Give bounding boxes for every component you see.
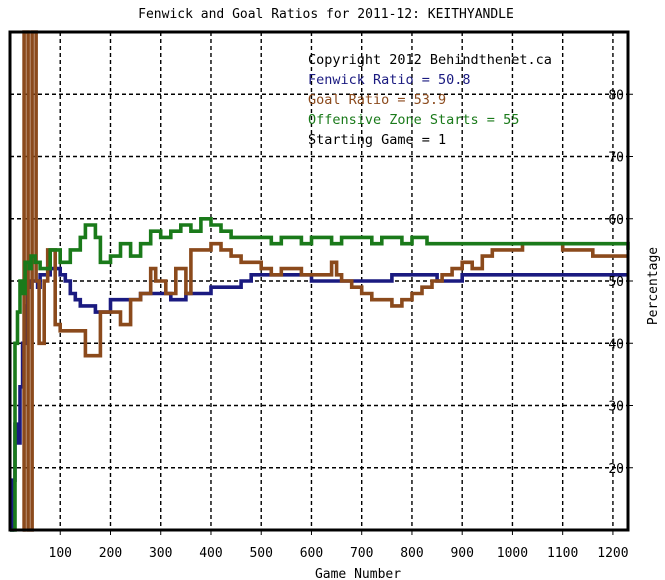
y-tick-label-2: 40 xyxy=(608,337,624,352)
annotation-1: Fenwick Ratio = 50.8 xyxy=(308,72,471,88)
chart-title: Fenwick and Goal Ratios for 2011-12: KEI… xyxy=(138,7,514,22)
x-tick-label-5: 600 xyxy=(300,546,323,561)
x-tick-label-4: 500 xyxy=(249,546,272,561)
x-tick-label-6: 700 xyxy=(350,546,373,561)
x-tick-label-10: 1100 xyxy=(547,546,578,561)
x-tick-label-7: 800 xyxy=(400,546,423,561)
series-layer xyxy=(10,30,630,532)
y-tick-label-0: 20 xyxy=(608,462,624,477)
annotation-3: Offensive Zone Starts = 55 xyxy=(308,112,519,128)
x-axis-label: Game Number xyxy=(315,567,401,580)
x-axis-ticks: 100 200 300 400 500 600 700 800 900 1000 1100 1200 xyxy=(49,530,629,561)
y-tick-label-6: 80 xyxy=(608,88,624,103)
annotations: Copyright 2012 Behindthenet.ca Fenwick Ra… xyxy=(308,52,552,148)
annotation-4: Starting Game = 1 xyxy=(308,132,446,148)
y-tick-label-5: 70 xyxy=(608,151,624,166)
y-tick-label-4: 60 xyxy=(608,213,624,228)
series-line-offensive-zone-starts xyxy=(10,217,630,532)
annotation-2: Goal Ratio = 53.9 xyxy=(308,92,446,108)
x-tick-label-9: 1000 xyxy=(497,546,528,561)
x-tick-label-3: 400 xyxy=(199,546,222,561)
x-tick-label-2: 300 xyxy=(149,546,172,561)
y-axis-label: Percentage xyxy=(646,247,661,325)
x-tick-label-11: 1200 xyxy=(597,546,628,561)
x-tick-label-0: 100 xyxy=(49,546,72,561)
y-tick-label-1: 30 xyxy=(608,400,624,415)
x-tick-label-8: 900 xyxy=(450,546,473,561)
x-tick-label-1: 200 xyxy=(99,546,122,561)
annotation-0: Copyright 2012 Behindthenet.ca xyxy=(308,52,552,68)
y-tick-label-3: 50 xyxy=(608,275,624,290)
y-axis-ticks: 20 30 40 50 60 70 80 xyxy=(608,88,633,477)
